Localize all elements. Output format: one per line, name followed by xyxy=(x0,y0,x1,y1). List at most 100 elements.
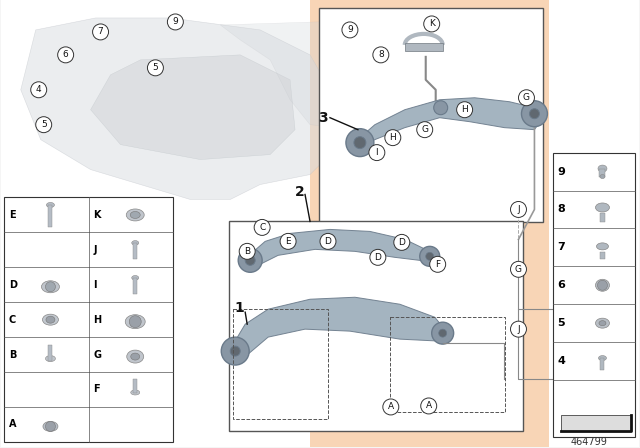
Text: 5: 5 xyxy=(152,63,158,72)
Ellipse shape xyxy=(126,209,144,221)
Text: K: K xyxy=(93,210,101,220)
Circle shape xyxy=(424,16,440,32)
Text: E: E xyxy=(9,210,15,220)
Text: B: B xyxy=(244,247,250,256)
Circle shape xyxy=(147,60,163,76)
Circle shape xyxy=(598,280,607,290)
Text: 464799: 464799 xyxy=(571,437,608,447)
Text: F: F xyxy=(435,260,440,269)
Circle shape xyxy=(518,90,534,106)
Polygon shape xyxy=(20,18,330,199)
Circle shape xyxy=(354,137,366,149)
Text: A: A xyxy=(388,402,394,411)
Circle shape xyxy=(420,246,440,266)
Ellipse shape xyxy=(598,165,607,172)
Circle shape xyxy=(457,102,472,118)
Circle shape xyxy=(221,337,249,365)
Text: K: K xyxy=(429,19,435,28)
Bar xyxy=(600,358,604,370)
Bar xyxy=(229,221,524,431)
Circle shape xyxy=(383,399,399,415)
Circle shape xyxy=(280,233,296,250)
Ellipse shape xyxy=(43,422,58,431)
Bar xyxy=(133,379,137,393)
Circle shape xyxy=(58,47,74,63)
Circle shape xyxy=(254,220,270,235)
Polygon shape xyxy=(360,98,541,148)
Circle shape xyxy=(36,116,52,133)
Text: 6: 6 xyxy=(557,280,565,290)
Bar xyxy=(233,309,328,419)
Text: H: H xyxy=(93,314,102,325)
Ellipse shape xyxy=(595,318,609,328)
Ellipse shape xyxy=(132,241,139,245)
Bar xyxy=(49,205,52,227)
Text: 9: 9 xyxy=(347,26,353,34)
Circle shape xyxy=(129,316,141,327)
Circle shape xyxy=(511,202,527,217)
Bar xyxy=(310,0,549,447)
Circle shape xyxy=(434,101,447,115)
Text: G: G xyxy=(523,93,530,102)
Ellipse shape xyxy=(596,243,609,250)
Ellipse shape xyxy=(42,314,58,325)
Text: 4: 4 xyxy=(557,356,565,366)
Circle shape xyxy=(370,250,386,265)
Circle shape xyxy=(417,122,433,138)
Text: E: E xyxy=(285,237,291,246)
Ellipse shape xyxy=(45,356,56,362)
Circle shape xyxy=(511,321,527,337)
Bar xyxy=(133,243,137,259)
Ellipse shape xyxy=(42,281,60,293)
Bar xyxy=(133,278,137,294)
Text: 8: 8 xyxy=(557,204,565,215)
Circle shape xyxy=(369,145,385,160)
Bar xyxy=(4,198,173,442)
Text: J: J xyxy=(517,325,520,334)
Ellipse shape xyxy=(132,276,139,280)
Circle shape xyxy=(45,282,56,292)
Text: H: H xyxy=(389,133,396,142)
Text: J: J xyxy=(93,245,97,255)
Ellipse shape xyxy=(595,279,609,291)
Circle shape xyxy=(168,14,183,30)
Bar xyxy=(404,43,443,51)
Circle shape xyxy=(522,101,547,127)
Bar xyxy=(561,415,631,431)
Circle shape xyxy=(238,248,262,272)
Circle shape xyxy=(394,234,410,250)
Text: 9: 9 xyxy=(173,17,179,26)
Text: G: G xyxy=(421,125,428,134)
Polygon shape xyxy=(233,297,445,359)
Bar xyxy=(600,168,605,177)
Circle shape xyxy=(511,261,527,277)
Text: A: A xyxy=(9,419,16,429)
Bar xyxy=(310,0,549,447)
Text: J: J xyxy=(517,205,520,214)
Circle shape xyxy=(320,233,336,250)
Ellipse shape xyxy=(131,390,140,395)
Circle shape xyxy=(230,346,240,356)
Text: 8: 8 xyxy=(378,50,384,59)
Text: D: D xyxy=(398,238,405,247)
Text: D: D xyxy=(324,237,332,246)
Text: B: B xyxy=(9,349,16,360)
Text: G: G xyxy=(93,349,102,360)
Ellipse shape xyxy=(595,203,609,212)
Ellipse shape xyxy=(127,350,144,363)
Ellipse shape xyxy=(47,202,54,207)
Bar xyxy=(319,8,543,222)
Circle shape xyxy=(45,422,56,431)
Ellipse shape xyxy=(600,175,605,179)
Ellipse shape xyxy=(46,316,55,323)
Circle shape xyxy=(529,109,540,119)
Circle shape xyxy=(93,24,109,40)
Text: 7: 7 xyxy=(557,242,565,252)
Text: 3: 3 xyxy=(318,111,328,125)
Text: F: F xyxy=(93,384,100,395)
Circle shape xyxy=(420,398,436,414)
Circle shape xyxy=(239,243,255,259)
Text: 5: 5 xyxy=(41,120,47,129)
Text: 9: 9 xyxy=(557,167,565,177)
Text: C: C xyxy=(259,223,265,232)
